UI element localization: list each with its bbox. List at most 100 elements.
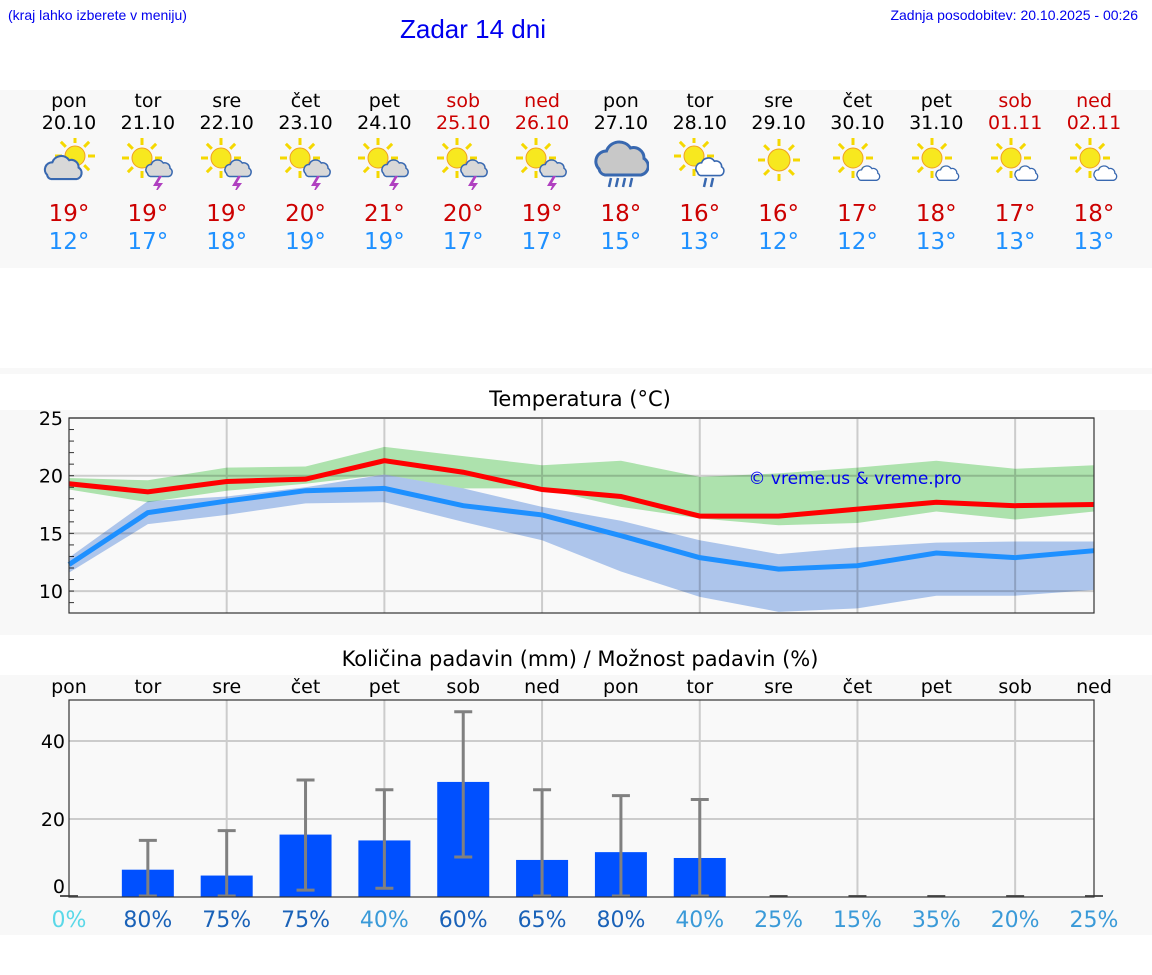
divider	[0, 368, 1152, 374]
day-label: sre	[212, 676, 241, 698]
day-date: 02.11	[1066, 112, 1122, 134]
max-temperature-line	[68, 458, 1095, 519]
plot-area	[69, 700, 1094, 897]
sun-rain-icon	[673, 138, 725, 188]
day-date: 31.10	[909, 112, 964, 134]
day-name: čet	[842, 90, 873, 112]
sun-thunderstorm-icon	[358, 138, 410, 190]
min-temperature: 19°	[363, 229, 405, 255]
temperature-chart-title: Temperatura (°C)	[489, 387, 671, 411]
precipitation-probability: 20%	[991, 908, 1040, 933]
day-label: čet	[843, 676, 873, 698]
max-temperature: 18°	[1073, 201, 1115, 227]
day-forecast: pon 20.10 19° 12°	[30, 90, 108, 256]
sun-thunderstorm-icon	[279, 138, 331, 190]
day-name: tor	[134, 90, 162, 112]
precipitation-chart: 0 20 40 pon 0% tor 80% sre 75% čet 75% pet 40% sob 60%…	[41, 676, 1119, 933]
min-temperature: 13°	[679, 229, 721, 255]
day-name: sre	[212, 90, 242, 112]
sun-thunderstorm-icon	[437, 138, 489, 190]
max-temperature: 16°	[679, 201, 721, 227]
day-label: ned	[524, 676, 560, 698]
max-temperature: 18°	[600, 201, 642, 227]
day-date: 27.10	[593, 112, 649, 134]
day-forecast: sob 01.11 17° 13°	[976, 90, 1054, 256]
max-temperature: 17°	[837, 201, 878, 227]
precipitation-probability: 75%	[202, 908, 251, 933]
day-label: sre	[764, 676, 793, 698]
day-date: 28.10	[672, 112, 727, 134]
precipitation-probability: 0%	[52, 908, 87, 933]
day-forecast: ned 02.11 18° 13°	[1055, 90, 1133, 256]
page-title: Zadar 14 dni	[400, 14, 546, 44]
min-temperature-line	[67, 485, 1095, 572]
temperature-chart-panel: 10 15 20 25 © vreme.us & vreme.pro	[0, 408, 1152, 635]
y-tick-label: 0	[53, 876, 65, 898]
day-label: pet	[921, 676, 952, 698]
day-forecast: ned 26.10 19° 17°	[503, 90, 581, 256]
precipitation-probability: 25%	[1070, 908, 1119, 933]
day-name: ned	[524, 90, 560, 112]
day-name: ned	[1076, 90, 1112, 112]
day-date: 01.11	[987, 112, 1043, 134]
day-forecast: sob 25.10 20° 17°	[424, 90, 502, 256]
location-menu-hint: (kraj lahko izberete v meniju)	[8, 7, 187, 23]
precipitation-probability: 60%	[439, 908, 488, 933]
day-label: sob	[998, 676, 1032, 698]
max-temperature: 19°	[127, 201, 169, 227]
min-temperature-range	[69, 474, 1094, 612]
y-tick-label: 25	[39, 410, 63, 430]
max-temperature: 18°	[915, 201, 957, 227]
plot-frame	[68, 417, 1095, 614]
day-name: čet	[290, 90, 321, 112]
sun-thunderstorm-icon	[200, 138, 252, 190]
day-name: sob	[998, 90, 1032, 112]
precipitation-probability: 40%	[360, 908, 409, 933]
y-tick-label: 10	[39, 581, 63, 603]
day-forecast: tor 28.10 16° 13°	[661, 90, 739, 256]
day-name: pet	[368, 90, 400, 112]
last-updated: Zadnja posodobitev: 20.10.2025 - 00:26	[890, 7, 1138, 23]
day-name: pon	[603, 90, 639, 112]
sun-small-cloud-icon	[1070, 138, 1118, 181]
day-label: tor	[134, 676, 161, 698]
day-label: čet	[291, 676, 321, 698]
min-temperature: 12°	[48, 229, 90, 255]
precipitation-probability: 65%	[518, 908, 567, 933]
day-name: pon	[51, 90, 87, 112]
partly-cloudy-icon	[43, 138, 95, 181]
min-temperature: 18°	[206, 229, 248, 255]
sun-icon	[757, 139, 800, 181]
precipitation-probability: 80%	[123, 908, 172, 933]
day-label: pon	[603, 676, 639, 698]
day-date: 29.10	[751, 112, 806, 134]
day-forecast: pet 24.10 21° 19°	[345, 90, 423, 256]
day-label: pon	[51, 676, 87, 698]
max-temperature: 21°	[363, 201, 405, 227]
max-temperature: 19°	[521, 201, 563, 227]
day-label: pet	[369, 676, 400, 698]
day-forecast: pon 27.10 18° 15°	[582, 90, 660, 256]
day-forecast: sre 29.10 16° 12°	[740, 90, 818, 256]
precipitation-chart-title: Količina padavin (mm) / Možnost padavin …	[341, 647, 819, 671]
day-date: 22.10	[199, 112, 254, 134]
precipitation-probability: 80%	[596, 908, 645, 933]
min-temperature: 19°	[285, 229, 326, 255]
max-temperature: 20°	[285, 201, 326, 227]
day-date: 30.10	[830, 112, 885, 134]
sun-small-cloud-icon	[991, 138, 1039, 181]
sun-small-cloud-icon	[912, 138, 960, 181]
plot-frame	[68, 699, 1095, 898]
sun-small-cloud-icon	[833, 138, 881, 181]
max-temperature-range	[69, 446, 1094, 526]
daily-forecast-strip: pon 20.10 19° 12° tor 21.10 19° 17° sre 22…	[0, 90, 1152, 268]
precipitation-probability: 25%	[754, 908, 803, 933]
day-date: 23.10	[278, 112, 333, 134]
max-temperature: 17°	[994, 201, 1036, 227]
min-temperature: 15°	[600, 229, 642, 255]
min-temperature: 12°	[758, 229, 799, 255]
sun-thunderstorm-icon	[516, 138, 567, 190]
precipitation-probability: 35%	[912, 908, 961, 933]
day-forecast: čet 30.10 17° 12°	[818, 90, 896, 256]
day-label: tor	[686, 676, 713, 698]
